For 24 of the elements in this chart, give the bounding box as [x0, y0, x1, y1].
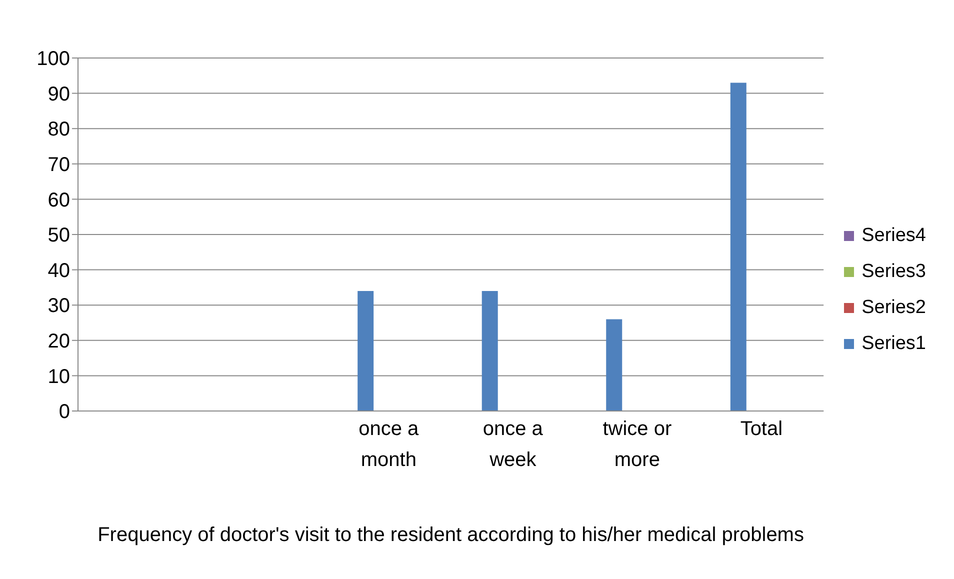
legend-label: Series1 [862, 332, 926, 354]
x-axis-title: Frequency of doctor's visit to the resident according to his/her medical problems [98, 524, 804, 546]
bar [358, 290, 374, 411]
y-tick-label: 20 [48, 330, 70, 352]
y-tick-label: 70 [48, 154, 70, 176]
legend-label: Series4 [862, 224, 926, 246]
x-tick-label: once a month [358, 418, 420, 471]
legend-label: Series2 [862, 296, 926, 318]
x-tick-label: twice or more [602, 418, 672, 471]
x-tick-label: once a week [482, 418, 544, 471]
y-tick-label: 10 [48, 366, 70, 388]
y-tick-label: 80 [48, 118, 70, 141]
legend-label: Series3 [862, 260, 926, 282]
y-tick-label: 60 [48, 189, 70, 212]
bar [482, 290, 498, 411]
x-tick-label: Total [740, 418, 783, 440]
y-tick-label: 50 [48, 224, 70, 247]
y-tick-label: 0 [58, 401, 70, 424]
bar [730, 82, 746, 411]
y-tick-label: 100 [36, 48, 70, 70]
bar [606, 319, 622, 411]
y-tick-label: 30 [48, 295, 70, 318]
y-tick-label: 40 [48, 260, 70, 282]
y-tick-label: 90 [48, 83, 70, 106]
